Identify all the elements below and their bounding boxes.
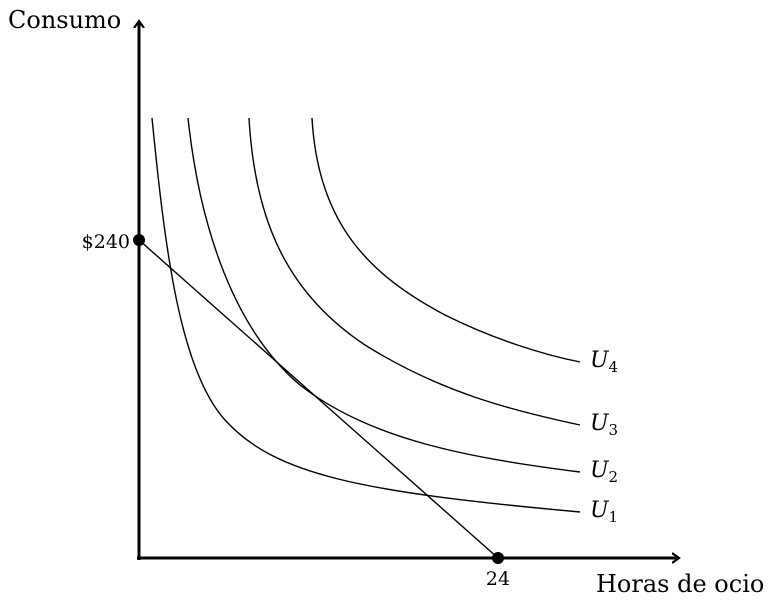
x-intercept-label: 24 — [486, 568, 510, 590]
y-intercept-label: $240 — [82, 231, 130, 253]
curve-label-u3: U3 — [590, 411, 618, 439]
curve-label-u4: U4 — [590, 348, 618, 376]
curve-label-u1: U1 — [590, 498, 618, 526]
curve-label-u2: U2 — [590, 458, 618, 486]
x-intercept-point — [492, 552, 504, 564]
y-intercept-point — [133, 234, 145, 246]
x-axis-title: Horas de ocio — [596, 570, 764, 598]
indifference-curve-u3 — [248, 117, 581, 426]
indifference-curve-u4 — [311, 117, 581, 363]
indifference-curve-u1 — [151, 117, 581, 513]
y-axis-title: Consumo — [8, 6, 121, 34]
indifference-curve-u2 — [187, 117, 581, 473]
